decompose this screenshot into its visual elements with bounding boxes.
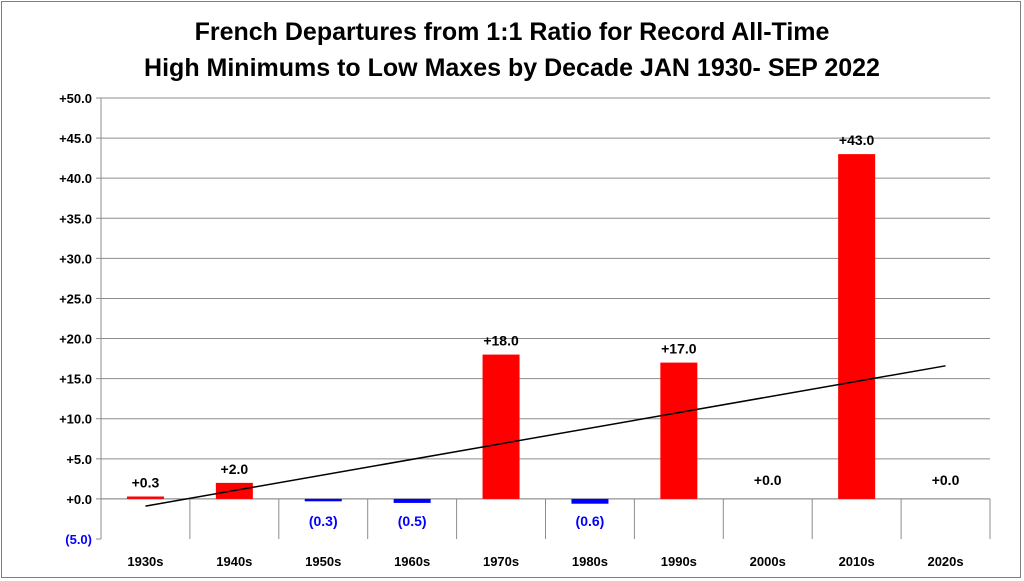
data-label-1950s: (0.3) bbox=[309, 513, 338, 529]
chart-title-line-1: French Departures from 1:1 Ratio for Rec… bbox=[195, 18, 830, 46]
data-label-1970s: +18.0 bbox=[483, 333, 519, 349]
x-tick-label: 1980s bbox=[572, 554, 608, 569]
data-labels: +0.3 +2.0 (0.3) (0.5) +18.0 (0.6) +17.0 +0.0 +43… bbox=[132, 132, 960, 529]
x-tick-label: 2010s bbox=[839, 554, 875, 569]
y-tick-label: +10.0 bbox=[59, 412, 92, 427]
y-tick-label: +25.0 bbox=[59, 291, 92, 306]
bar-1950s bbox=[304, 498, 342, 502]
trendline bbox=[145, 365, 946, 507]
x-tick-label: 1990s bbox=[661, 554, 697, 569]
y-tick-label: +0.0 bbox=[66, 492, 92, 507]
bar-1970s bbox=[482, 354, 520, 499]
data-label-1960s: (0.5) bbox=[398, 513, 427, 529]
data-label-1940s: +2.0 bbox=[221, 461, 249, 477]
y-tick-label: +20.0 bbox=[59, 332, 92, 347]
x-tick-label: 1940s bbox=[216, 554, 252, 569]
bar-1930s bbox=[126, 496, 164, 499]
data-label-2010s: +43.0 bbox=[839, 132, 875, 148]
data-label-2000s: +0.0 bbox=[754, 472, 782, 488]
x-tick-label: 1960s bbox=[394, 554, 430, 569]
y-tick-label: +40.0 bbox=[59, 171, 92, 186]
data-label-1990s: +17.0 bbox=[661, 341, 697, 357]
y-tick-label: +45.0 bbox=[59, 131, 92, 146]
y-tick-label: +35.0 bbox=[59, 211, 92, 226]
x-tick-label: 2000s bbox=[750, 554, 786, 569]
y-tick-label: +5.0 bbox=[66, 452, 92, 467]
y-axis-tick-labels: +50.0 +45.0 +40.0 +35.0 +30.0 +25.0 +20.0 +15.0… bbox=[59, 91, 92, 547]
x-tick-label: 1970s bbox=[483, 554, 519, 569]
bar-1960s bbox=[393, 498, 431, 503]
data-label-1980s: (0.6) bbox=[576, 513, 605, 529]
data-label-1930s: +0.3 bbox=[132, 475, 160, 491]
y-tick-label: +30.0 bbox=[59, 251, 92, 266]
x-tick-label: 2020s bbox=[927, 554, 963, 569]
x-axis-category-labels: 1930s 1940s 1950s 1960s 1970s 1980s 1990s 2000s… bbox=[127, 554, 963, 569]
y-tick-label: +50.0 bbox=[59, 91, 92, 106]
chart-title-line-2: High Minimums to Low Maxes by Decade JAN… bbox=[144, 54, 880, 82]
bars bbox=[126, 154, 876, 504]
bar-1990s bbox=[660, 362, 698, 499]
data-label-2020s: +0.0 bbox=[932, 472, 960, 488]
y-tick-label: +15.0 bbox=[59, 372, 92, 387]
bar-2010s bbox=[838, 154, 876, 499]
x-tick-label: 1930s bbox=[127, 554, 163, 569]
y-tick-label: (5.0) bbox=[65, 532, 92, 547]
trendline-group bbox=[145, 365, 946, 507]
bar-1980s bbox=[571, 498, 609, 504]
x-tick-label: 1950s bbox=[305, 554, 341, 569]
